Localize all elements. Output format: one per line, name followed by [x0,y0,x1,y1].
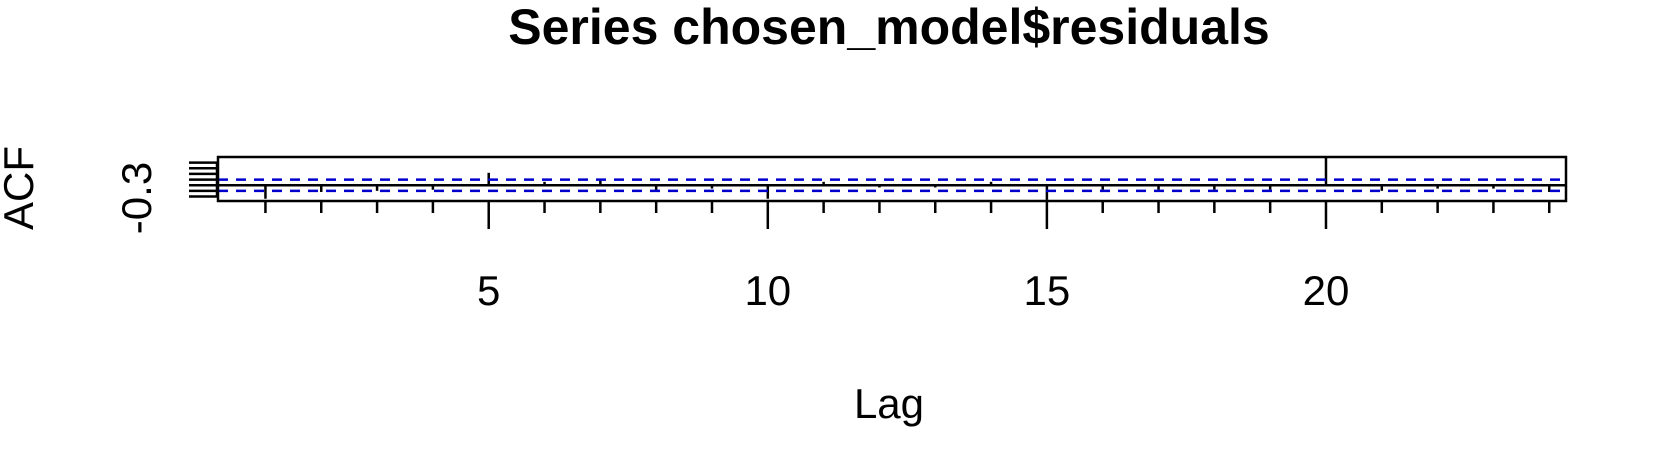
y-axis-title: ACF [0,146,42,230]
x-axis-title: Lag [854,380,924,427]
x-axis: 5 10 15 20 [264,201,1551,314]
chart-title: Series chosen_model$residuals [508,0,1269,55]
y-tick-label: -0.3 [113,162,160,234]
y-axis [189,161,219,198]
x-tick-label: 20 [1303,267,1350,314]
plot-frame [216,155,1568,203]
y-tick-label-group: -0.3 [113,162,160,234]
x-tick-label: 5 [477,267,500,314]
x-tick-label: 15 [1024,267,1071,314]
x-tick-label: 10 [744,267,791,314]
y-axis-title-group: ACF [0,146,42,230]
